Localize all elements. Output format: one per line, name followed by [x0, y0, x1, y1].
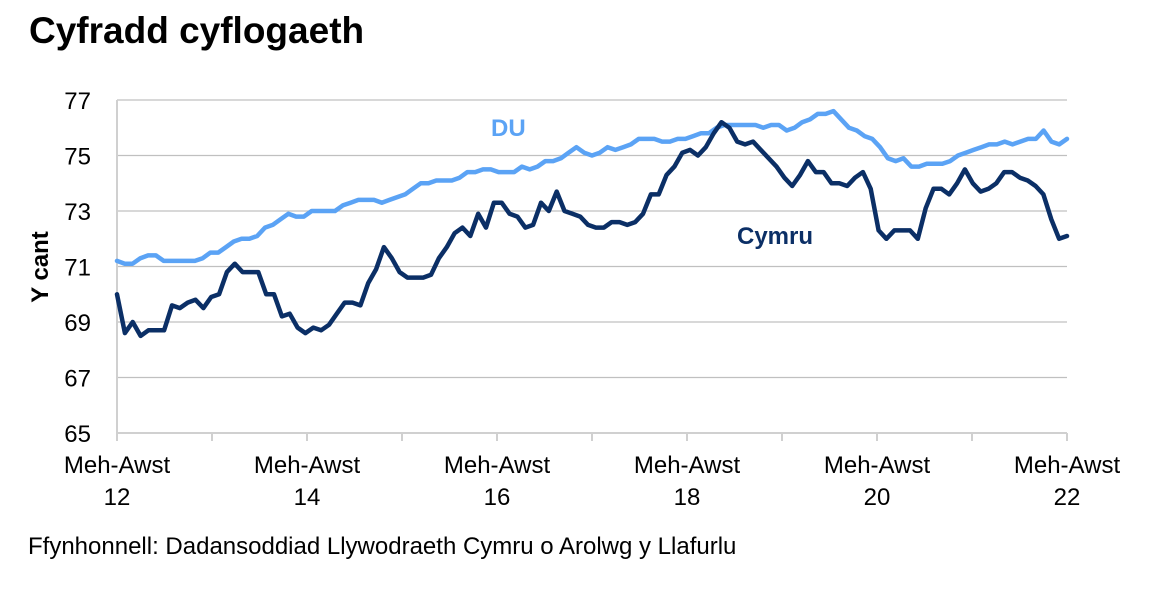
x-tick-label: Meh-Awst — [634, 452, 741, 479]
axes — [116, 100, 1068, 441]
x-tick-label: Meh-Awst — [824, 452, 931, 479]
x-tick-label: Meh-Awst — [254, 452, 361, 479]
series-label-cymru: Cymru — [737, 223, 813, 250]
series-line-du — [114, 108, 1070, 266]
x-axis-ticks: Meh-Awst 12 Meh-Awst 14 Meh-Awst 16 Meh-Awst 18… — [64, 452, 1121, 511]
x-tick-label: 18 — [674, 484, 701, 511]
series-label-du: DU — [491, 115, 526, 142]
y-tick-label: 71 — [64, 255, 91, 282]
y-axis-title: Y cant — [27, 231, 54, 303]
y-tick-label: 69 — [64, 310, 91, 337]
y-tick-label: 67 — [64, 366, 91, 393]
gridlines — [117, 99, 1067, 379]
source-note: Ffynhonnell: Dadansoddiad Llywodraeth Cy… — [28, 533, 737, 560]
x-tick-label: Meh-Awst — [64, 452, 171, 479]
x-tick-label: 14 — [294, 484, 321, 511]
y-tick-label: 73 — [64, 199, 91, 226]
x-tick-label: Meh-Awst — [1014, 452, 1121, 479]
series-line-cymru — [114, 119, 1070, 339]
x-tick-label: 12 — [104, 484, 131, 511]
y-axis-ticks: 65 67 69 71 73 75 77 — [64, 88, 91, 448]
x-tick-label: Meh-Awst — [444, 452, 551, 479]
chart-title: Cyfradd cyflogaeth — [29, 10, 365, 51]
y-tick-label: 77 — [64, 88, 91, 115]
series-lines — [114, 108, 1070, 339]
y-tick-label: 65 — [64, 421, 91, 448]
y-tick-label: 75 — [64, 144, 91, 171]
x-tick-label: 22 — [1054, 484, 1081, 511]
x-tick-label: 16 — [484, 484, 511, 511]
x-tick-label: 20 — [864, 484, 891, 511]
